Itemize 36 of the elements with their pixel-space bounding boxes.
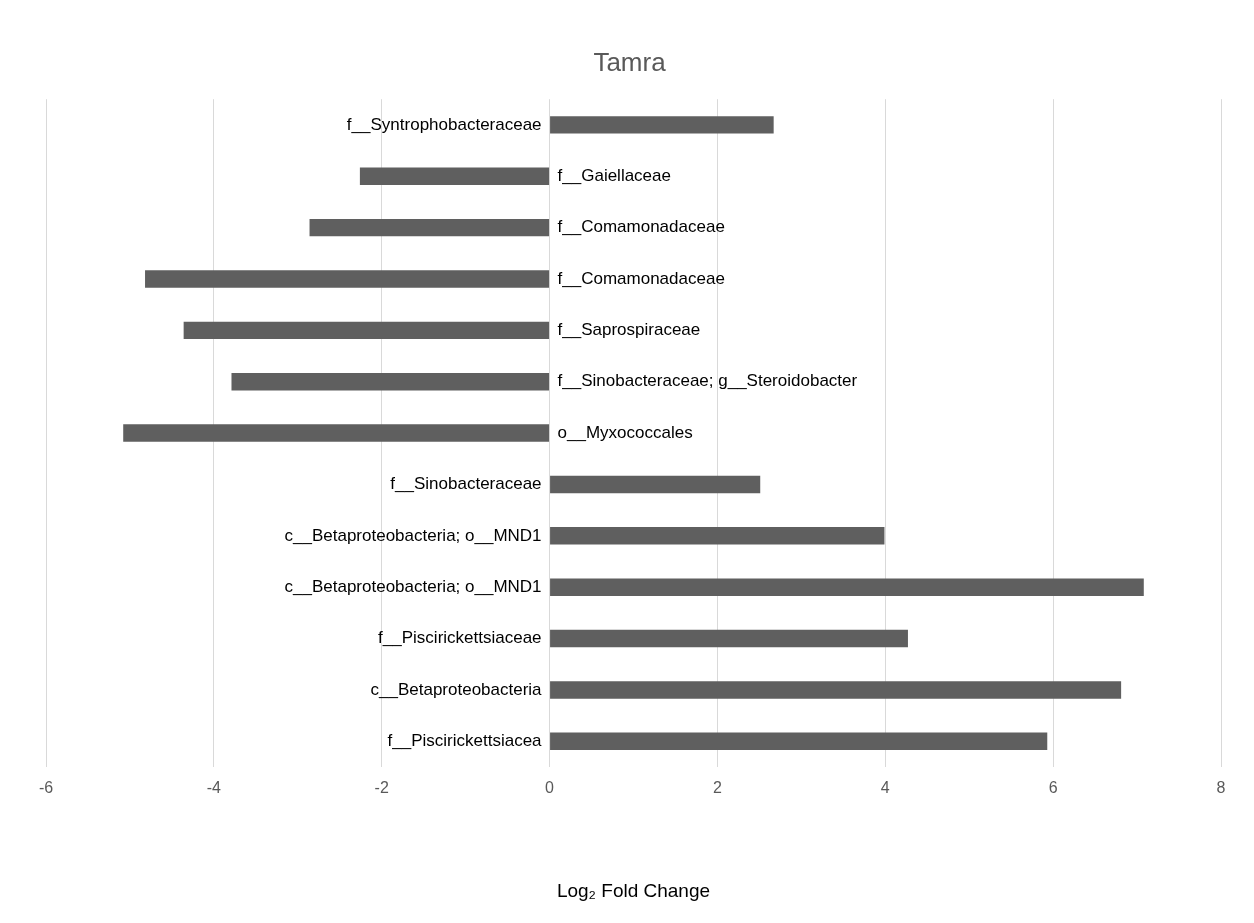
bar [550, 732, 1048, 751]
y-tick-label: f__Piscirickettsiaceae [378, 628, 542, 648]
y-tick-label: c__Betaproteobacteria; o__MND1 [284, 525, 542, 545]
bar [123, 424, 550, 442]
bar [145, 270, 550, 288]
bar [183, 321, 550, 340]
x-tick-label: 4 [880, 779, 890, 797]
bar [231, 373, 550, 391]
x-tick-label: -2 [374, 779, 389, 797]
y-tick-label: c__Betaproteobacteria; o__MND1 [284, 576, 542, 596]
y-tick-label: f__Syntrophobacteraceae [346, 114, 542, 134]
x-axis-title: Log₂ Fold Change [556, 879, 711, 901]
y-tick-label: f__Gaiellaceae [557, 165, 671, 185]
y-tick-label: f__Comamonadaceae [557, 217, 725, 237]
bar [309, 218, 550, 237]
bar [550, 527, 885, 545]
y-tick-label: f__Sinobacteraceae; g__Steroidobacter [557, 371, 858, 391]
y-tick-label: f__Sinobacteraceae [390, 474, 542, 494]
bar [550, 681, 1122, 699]
bar [550, 475, 761, 494]
x-tick-label: -4 [206, 779, 222, 797]
y-tick-label: f__Piscirickettsiacea [387, 731, 543, 750]
x-tick-label: 8 [1216, 779, 1226, 797]
x-tick-label: -6 [38, 779, 54, 797]
bar [550, 578, 1144, 596]
bar [550, 116, 774, 134]
y-tick-label: f__Saprospiraceae [557, 320, 701, 340]
y-tick-label: o__Myxococcales [557, 422, 693, 442]
bar [359, 167, 550, 185]
x-tick-label: 0 [545, 779, 555, 797]
y-tick-label: f__Comamonadaceae [557, 268, 725, 288]
bar [550, 629, 908, 648]
y-tick-label: c__Betaproteobacteria [370, 679, 543, 699]
x-tick-label: 2 [712, 779, 722, 797]
chart-title: Tamra [593, 46, 667, 77]
x-tick-label: 6 [1048, 779, 1058, 797]
